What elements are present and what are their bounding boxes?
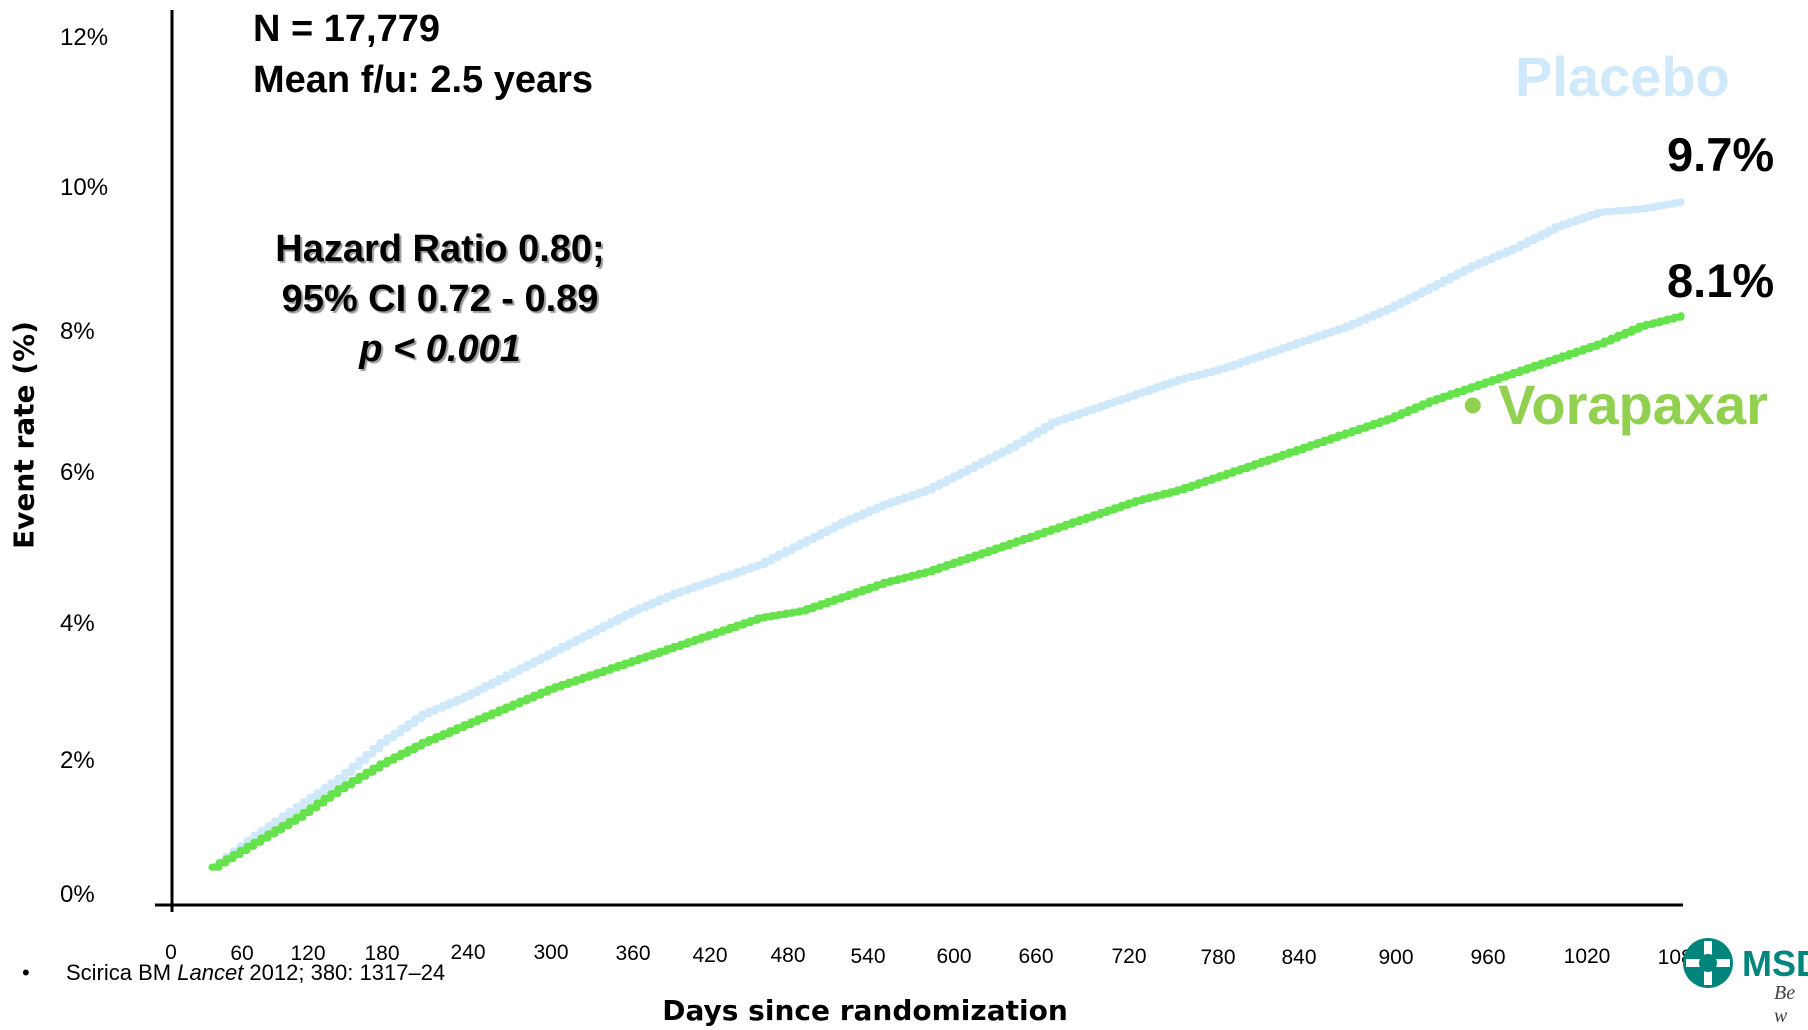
x-tick-240: 240: [450, 941, 486, 964]
series-lines: [208, 198, 1685, 871]
citation: • Scirica BM Lancet 2012; 380: 1317–24: [22, 960, 445, 986]
msd-logo-icon: [1683, 938, 1733, 988]
x-tick-600: 600: [936, 945, 972, 968]
placebo-end-value: 9.7%: [1667, 128, 1775, 181]
logo-text: MSD: [1742, 943, 1808, 984]
x-axis-title: Days since randomization: [662, 994, 1068, 1027]
vorapaxar-series-label: • Vorapaxar: [1463, 373, 1768, 436]
p-value-label: p < 0.001: [359, 328, 521, 371]
vorapaxar-end-value: 8.1%: [1667, 254, 1775, 307]
citation-bullet: •: [22, 960, 30, 985]
hazard-ratio-label: Hazard Ratio 0.80;: [275, 228, 605, 270]
x-tick-840: 840: [1281, 946, 1317, 969]
mean-followup-label: Mean f/u: 2.5 years: [253, 59, 594, 101]
p-value: < 0.001: [382, 328, 521, 370]
y-tick-12: 12%: [60, 24, 109, 51]
citation-details: 2012; 380: 1317–24: [243, 960, 446, 985]
placebo-line: [208, 198, 1685, 871]
x-tick-120: 120: [290, 942, 326, 965]
citation-author: Scirica BM: [66, 960, 178, 985]
y-tick-6: 6%: [60, 459, 95, 486]
x-tick-480: 480: [770, 944, 806, 967]
x-tick-1020: 1020: [1563, 945, 1611, 968]
x-tick-540: 540: [850, 945, 886, 968]
sample-size-label: N = 17,779: [253, 8, 440, 50]
confidence-interval-label: 95% CI 0.72 - 0.89: [281, 278, 599, 320]
placebo-series-label: Placebo: [1515, 45, 1730, 108]
x-tick-360: 360: [615, 942, 651, 965]
y-tick-2: 2%: [60, 747, 95, 774]
x-tick-420: 420: [692, 944, 728, 967]
x-tick-960: 960: [1470, 946, 1506, 969]
citation-journal: Lancet: [177, 960, 244, 985]
x-tick-900: 900: [1378, 946, 1414, 969]
y-axis-title: Event rate (%): [7, 321, 41, 549]
x-tick-0: 0: [165, 941, 177, 964]
x-tick-60: 60: [230, 942, 254, 965]
x-tick-660: 660: [1018, 945, 1054, 968]
x-tick-300: 300: [533, 941, 569, 964]
x-tick-720: 720: [1111, 945, 1147, 968]
vorapaxar-line: [208, 312, 1685, 871]
x-tick-780: 780: [1200, 946, 1236, 969]
p-symbol: p: [359, 328, 383, 370]
y-tick-10: 10%: [60, 174, 109, 201]
y-tick-8: 8%: [60, 318, 95, 345]
axes: [155, 10, 1683, 912]
y-tick-0: 0%: [60, 881, 95, 908]
logo-tagline: Be w: [1774, 982, 1796, 1027]
x-tick-180: 180: [364, 942, 400, 965]
y-tick-4: 4%: [60, 610, 95, 637]
